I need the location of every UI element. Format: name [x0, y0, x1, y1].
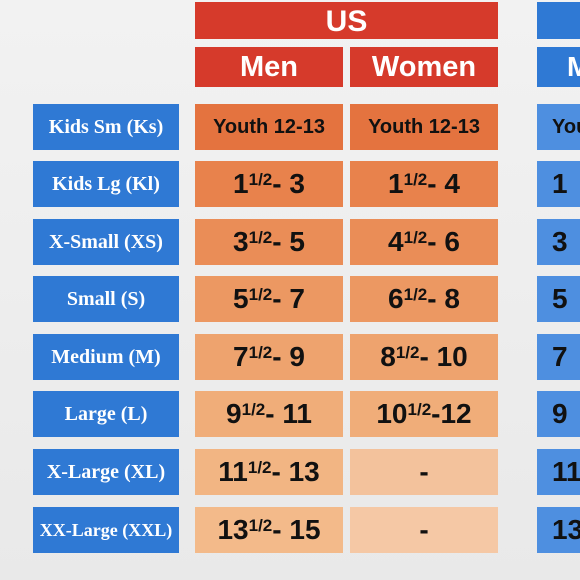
- size-whole: 7: [233, 341, 249, 372]
- size-fraction: 1/2: [248, 516, 273, 535]
- women-size-cell: 4 1/2 - 6: [350, 219, 498, 265]
- next-group-cell: 11: [537, 449, 580, 495]
- next-group-column-header: M: [537, 47, 580, 87]
- size-range-end: - 7: [272, 283, 305, 314]
- next-group-cell: 3: [537, 219, 580, 265]
- size-label: Kids Sm (Ks): [33, 104, 179, 150]
- size-whole: 5: [233, 283, 249, 314]
- women-size-cell: 10 1/2 -12: [350, 391, 498, 437]
- size-fraction: 1/2: [248, 170, 273, 189]
- size-whole: 3: [233, 226, 249, 257]
- size-range-end: - 11: [265, 398, 312, 429]
- size-range-end: - 13: [271, 456, 320, 487]
- size-range-end: -12: [431, 398, 472, 429]
- next-group-cell: 1: [537, 161, 580, 207]
- size-fraction: 1/2: [403, 170, 428, 189]
- size-label: XX-Large (XXL): [33, 507, 179, 553]
- size-label: Large (L): [33, 391, 179, 437]
- size-whole: 11: [218, 456, 248, 487]
- men-size-cell: 9 1/2 - 11: [195, 391, 343, 437]
- women-size-cell: 8 1/2 - 10: [350, 334, 498, 380]
- men-column-header: Men: [195, 47, 343, 87]
- size-whole: 6: [388, 283, 404, 314]
- men-size-cell: 7 1/2 - 9: [195, 334, 343, 380]
- size-fraction: 1/2: [248, 228, 273, 247]
- size-range-end: - 4: [427, 168, 460, 199]
- us-group-header: US: [195, 2, 498, 39]
- men-size-cell: Youth 12-13: [195, 104, 343, 150]
- size-range-end: - 8: [427, 283, 460, 314]
- size-label: Medium (M): [33, 334, 179, 380]
- next-group-cell: You: [537, 104, 580, 150]
- size-whole: 10: [376, 398, 408, 429]
- size-whole: 4: [388, 226, 404, 257]
- size-fraction: 1/2: [241, 400, 266, 419]
- size-whole: 1: [388, 168, 404, 199]
- men-size-cell: 5 1/2 - 7: [195, 276, 343, 322]
- size-fraction: 1/2: [248, 285, 273, 304]
- size-whole: 1: [233, 168, 249, 199]
- size-whole: 8: [380, 341, 396, 372]
- women-size-cell: Youth 12-13: [350, 104, 498, 150]
- women-size-cell: 1 1/2 - 4: [350, 161, 498, 207]
- next-group-header: [537, 2, 580, 39]
- size-whole: 9: [226, 398, 242, 429]
- women-column-header: Women: [350, 47, 498, 87]
- size-fraction: 1/2: [247, 458, 272, 477]
- women-size-cell: -: [350, 449, 498, 495]
- men-size-cell: 13 1/2 - 15: [195, 507, 343, 553]
- size-range-end: - 10: [419, 341, 468, 372]
- women-size-cell: 6 1/2 - 8: [350, 276, 498, 322]
- size-fraction: 1/2: [248, 343, 273, 362]
- men-size-cell: 11 1/2 - 13: [195, 449, 343, 495]
- size-fraction: 1/2: [395, 343, 420, 362]
- next-group-cell: 13: [537, 507, 580, 553]
- men-size-cell: 3 1/2 - 5: [195, 219, 343, 265]
- size-fraction: 1/2: [407, 400, 432, 419]
- size-label: Kids Lg (Kl): [33, 161, 179, 207]
- size-range-end: - 6: [427, 226, 460, 257]
- women-size-cell: -: [350, 507, 498, 553]
- men-size-cell: 1 1/2 - 3: [195, 161, 343, 207]
- size-label: X-Large (XL): [33, 449, 179, 495]
- size-label: X-Small (XS): [33, 219, 179, 265]
- size-fraction: 1/2: [403, 228, 428, 247]
- next-group-cell: 5: [537, 276, 580, 322]
- size-label: Small (S): [33, 276, 179, 322]
- size-range-end: - 15: [272, 514, 321, 545]
- size-range-end: - 5: [272, 226, 305, 257]
- size-range-end: - 3: [272, 168, 305, 199]
- size-fraction: 1/2: [403, 285, 428, 304]
- next-group-cell: 9: [537, 391, 580, 437]
- next-group-cell: 7: [537, 334, 580, 380]
- size-whole: 13: [217, 514, 249, 545]
- size-range-end: - 9: [272, 341, 305, 372]
